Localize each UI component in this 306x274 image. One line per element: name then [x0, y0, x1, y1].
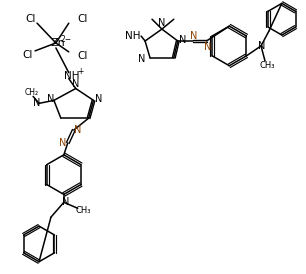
Text: Cl: Cl — [77, 14, 88, 24]
Text: N: N — [204, 42, 211, 52]
Text: +: + — [77, 67, 84, 76]
Text: Zn: Zn — [50, 38, 65, 48]
Text: CH₃: CH₃ — [76, 206, 91, 215]
Text: N: N — [72, 79, 79, 89]
Text: N: N — [47, 94, 55, 104]
Text: N: N — [190, 31, 197, 41]
Text: Cl: Cl — [77, 51, 88, 61]
Text: N: N — [59, 138, 66, 148]
Text: 2−: 2− — [60, 35, 71, 44]
Text: N: N — [62, 197, 69, 207]
Text: N: N — [33, 98, 41, 108]
Text: Cl: Cl — [22, 50, 32, 60]
Text: N: N — [95, 94, 102, 104]
Text: N: N — [258, 41, 266, 51]
Text: N: N — [158, 18, 166, 28]
Text: NH: NH — [125, 31, 141, 41]
Text: NH: NH — [64, 71, 80, 81]
Text: N: N — [138, 54, 146, 64]
Text: CH₃: CH₃ — [259, 61, 275, 70]
Text: N: N — [179, 35, 186, 45]
Text: Cl: Cl — [25, 14, 35, 24]
Text: N: N — [74, 125, 81, 135]
Text: CH₂: CH₂ — [25, 88, 39, 97]
